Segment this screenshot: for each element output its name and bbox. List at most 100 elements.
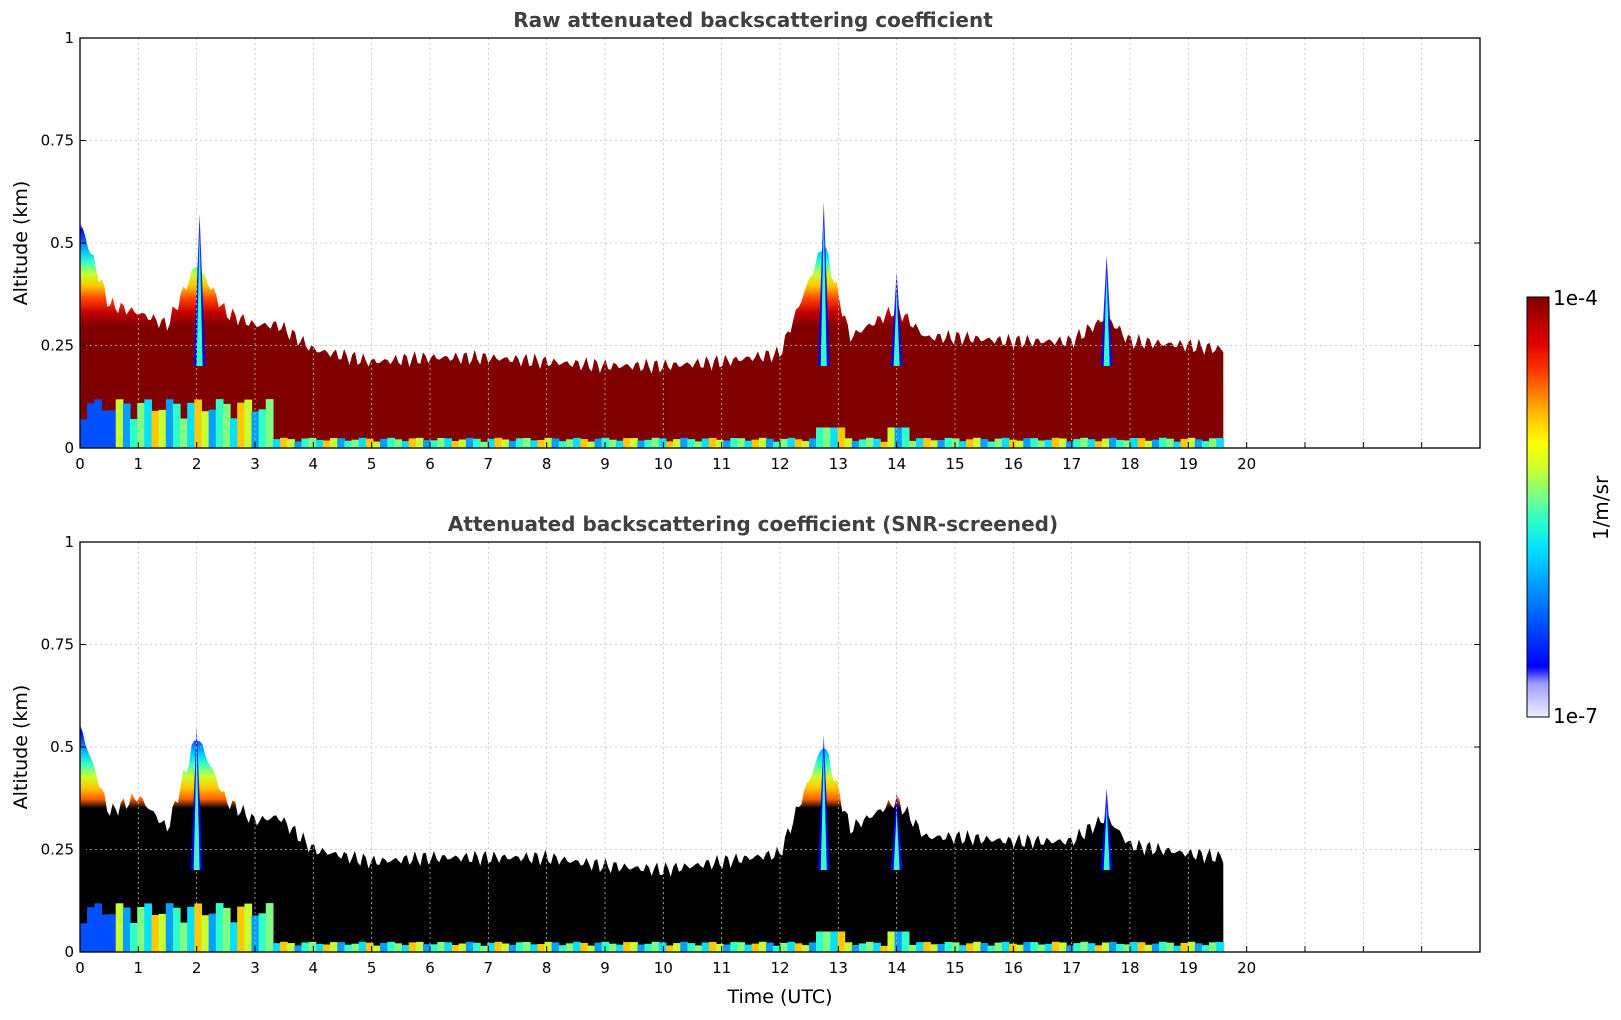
surface-cell [80,419,88,448]
surface-cell [644,943,653,952]
surface-cell [265,399,274,448]
surface-cell [823,931,831,952]
x-tick-label: 17 [1062,455,1081,473]
colorbar-units-label: 1/m/sr [1589,475,1613,540]
surface-cell [1216,437,1224,448]
panel-screened-x-ticks: 0 1 2 3 4 5 6 7 8 9 10 11 12 13 14 15 16 17 18 19 20 [75,946,1423,977]
surface-cell [280,437,288,448]
surface-cell [523,942,531,952]
x-tick-label: 4 [309,455,319,473]
surface-cell [1016,440,1024,448]
surface-cell [944,437,953,448]
plume-core [820,220,827,366]
surface-cell [201,915,210,952]
surface-cell [365,438,374,448]
surface-cell [401,441,410,448]
surface-cell [1016,944,1024,952]
surface-cell [587,441,596,448]
surface-cell [594,438,603,448]
surface-cell [415,437,424,448]
surface-cell [1073,943,1081,952]
plume-core [196,232,203,366]
panel-raw-y-ticks: 0 0.25 0.5 0.75 1 [41,29,1480,457]
surface-cell [887,931,896,952]
surface-cell [766,438,774,448]
surface-cell [787,437,796,448]
surface-cell [373,441,381,448]
surface-cell [673,943,681,952]
surface-cell [573,437,581,448]
surface-cell [644,439,653,448]
surface-cell [237,906,245,952]
surface-cell [844,942,853,952]
surface-cell [1073,439,1081,448]
surface-cell [1201,441,1210,448]
surface-cell [530,440,538,448]
surface-cell [451,945,460,952]
surface-cell [830,427,838,448]
x-tick-label: 18 [1120,455,1139,473]
x-tick-label: 10 [654,455,673,473]
surface-cell [658,438,667,448]
surface-cell [1087,943,1096,952]
surface-cell [1116,943,1124,952]
surface-cell [980,943,989,952]
surface-cell [716,943,724,952]
surface-cell [1209,942,1217,952]
surface-cell [1130,438,1139,448]
panel-screened-y-ticks: 0 0.25 0.5 0.75 1 [41,533,1480,961]
y-tick-label: 0 [64,439,74,457]
plume-core [820,752,827,870]
surface-cell [1151,439,1160,448]
panel-raw-ylabel: Altitude (km) [10,181,32,306]
surface-cell [780,942,788,952]
surface-cell [380,438,388,448]
surface-cell [358,941,367,952]
x-tick-label: 14 [887,959,906,977]
surface-cell [172,403,181,448]
surface-cell [708,437,717,448]
surface-cell [565,439,574,448]
surface-cell [851,945,860,952]
surface-cell [565,943,574,952]
surface-cell [780,438,788,448]
surface-cell [623,438,631,448]
surface-cell [344,440,353,448]
surface-cell [1216,941,1224,952]
surface-cell [144,903,152,952]
surface-cell [801,441,810,448]
surface-cell [1187,437,1196,448]
surface-cell [1044,943,1053,952]
surface-cell [494,437,503,448]
surface-cell [751,439,760,448]
surface-cell [866,941,874,952]
surface-cell [844,438,853,448]
surface-cell [415,941,424,952]
surface-cell [587,945,596,952]
surface-cell [165,399,174,448]
surface-cell [773,945,781,952]
surface-cell [301,438,310,448]
surface-cell [1180,438,1189,448]
surface-cell [1066,441,1074,448]
surface-cell [87,403,95,448]
surface-cell [1173,945,1181,952]
surface-cell [758,941,767,952]
x-tick-label: 17 [1062,959,1081,977]
surface-cell [351,439,360,448]
surface-cell [501,943,510,952]
surface-cell [787,941,796,952]
surface-cell [480,945,488,952]
surface-cell [630,438,638,448]
surface-cell [944,941,953,952]
panel-raw-data [80,202,1224,448]
surface-cell [308,437,317,448]
surface-cell [930,944,939,952]
surface-cell [323,944,331,952]
surface-cell [1180,942,1189,952]
plume-core [1103,273,1110,366]
surface-cell [701,438,710,448]
surface-cell [673,439,681,448]
surface-cell [408,438,417,448]
